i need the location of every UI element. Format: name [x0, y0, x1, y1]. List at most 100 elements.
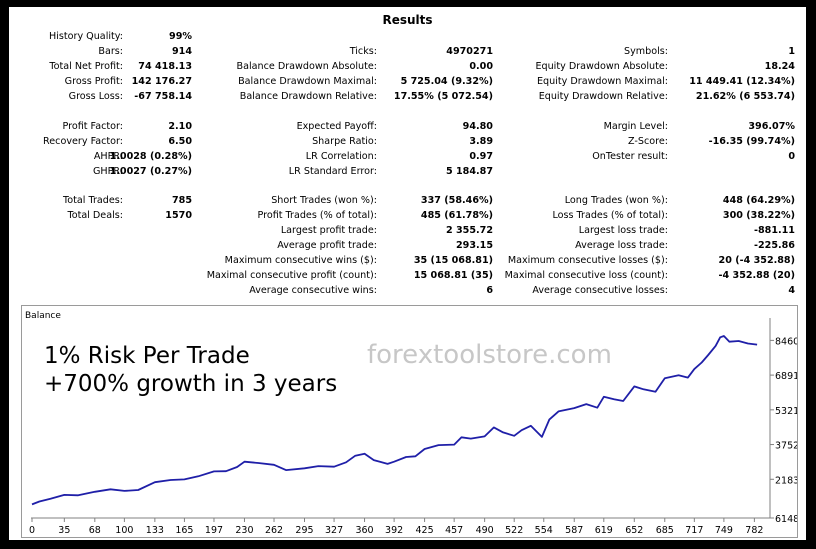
stat-label: Profit Trades (% of total): — [257, 210, 377, 221]
stat-value: 4970271 — [446, 46, 493, 57]
x-tick-label: 100 — [115, 525, 133, 536]
stat-label: Balance Drawdown Absolute: — [236, 61, 377, 72]
x-tick-label: 554 — [535, 525, 553, 536]
stat-value: 35 (15 068.81) — [413, 255, 493, 266]
x-tick-label: 197 — [205, 525, 223, 536]
stat-value: 5 184.87 — [445, 166, 493, 177]
stat-value: 11 449.41 (12.34%) — [689, 76, 795, 87]
x-tick-label: 262 — [265, 525, 283, 536]
stat-label: Z-Score: — [628, 136, 668, 147]
stat-label: LR Correlation: — [305, 151, 377, 162]
x-tick-label: 782 — [745, 525, 763, 536]
stat-label: Margin Level: — [603, 121, 668, 132]
x-tick-label: 522 — [505, 525, 523, 536]
x-tick-label: 457 — [445, 525, 463, 536]
x-tick-label: 360 — [355, 525, 373, 536]
y-tick-label: 6148 — [775, 514, 797, 525]
stat-label: Recovery Factor: — [43, 136, 123, 147]
stat-value: 4 — [788, 285, 795, 296]
stat-label: Average consecutive wins: — [249, 285, 377, 296]
x-tick-label: 133 — [146, 525, 164, 536]
x-tick-label: 327 — [325, 525, 343, 536]
stat-label: Equity Drawdown Absolute: — [535, 61, 668, 72]
stat-value: 0.97 — [469, 151, 493, 162]
stat-label: Balance Drawdown Maximal: — [238, 76, 377, 87]
x-tick-label: 587 — [565, 525, 583, 536]
stat-label: Largest loss trade: — [578, 225, 668, 236]
stat-value: -4 352.88 (20) — [718, 270, 795, 281]
stat-value: 3.89 — [469, 136, 493, 147]
stat-value: 6.50 — [168, 136, 192, 147]
y-tick-label: 84600 — [775, 336, 797, 347]
stat-value: 1570 — [165, 210, 192, 221]
x-tick-label: 490 — [476, 525, 494, 536]
stat-value: 94.80 — [462, 121, 493, 132]
stat-value: 15 068.81 (35) — [413, 270, 493, 281]
stat-value: 18.24 — [764, 61, 795, 72]
stat-value: 1 — [788, 46, 795, 57]
stat-label: Average loss trade: — [575, 240, 668, 251]
stat-value: 0.00 — [469, 61, 493, 72]
x-tick-label: 749 — [715, 525, 733, 536]
x-tick-label: 68 — [89, 525, 101, 536]
stat-label: Average consecutive losses: — [532, 285, 668, 296]
x-tick-label: 0 — [29, 525, 35, 536]
x-tick-label: 392 — [385, 525, 403, 536]
stat-value: 0 — [788, 151, 795, 162]
stat-value: 5 725.04 (9.32%) — [400, 76, 493, 87]
stat-value: 2 355.72 — [445, 225, 493, 236]
stat-value: 300 (38.22%) — [722, 210, 795, 221]
x-tick-label: 35 — [58, 525, 70, 536]
stat-label: Total Trades: — [63, 195, 123, 206]
results-title: Results — [382, 13, 433, 27]
stat-value: 1.0028 (0.28%) — [109, 151, 192, 162]
x-tick-label: 652 — [625, 525, 643, 536]
stat-label: Equity Drawdown Relative: — [538, 91, 668, 102]
stat-label: Loss Trades (% of total): — [552, 210, 668, 221]
stat-label: Balance Drawdown Relative: — [239, 91, 377, 102]
stat-value: 17.55% (5 072.54) — [393, 91, 493, 102]
stat-value: 396.07% — [748, 121, 795, 132]
stat-label: Largest profit trade: — [280, 225, 377, 236]
stat-value: 448 (64.29%) — [722, 195, 795, 206]
x-tick-label: 619 — [595, 525, 613, 536]
balance-chart: Balance 0 35 68 100 133 165 197 230 262 295 327 360 3… — [21, 305, 798, 538]
x-tick-label: 230 — [235, 525, 253, 536]
stat-value: 74 418.13 — [138, 61, 192, 72]
stat-label: Equity Drawdown Maximal: — [536, 76, 668, 87]
balance-chart-svg: Balance 0 35 68 100 133 165 197 230 262 295 327 360 3… — [25, 311, 797, 536]
y-tick-label: 37529 — [775, 441, 797, 452]
stat-label: Long Trades (won %): — [564, 195, 668, 206]
stat-label: AHPR: — [93, 151, 123, 162]
stat-value: 293.15 — [455, 240, 493, 251]
stat-label: Bars: — [98, 46, 123, 57]
stat-label: Maximum consecutive wins ($): — [224, 255, 377, 266]
growth-caption: +700% growth in 3 years — [44, 371, 338, 397]
stat-value: 142 176.27 — [131, 76, 192, 87]
stat-value: 914 — [171, 46, 192, 57]
stat-label: Short Trades (won %): — [271, 195, 377, 206]
y-tick-label: 21839 — [775, 475, 797, 486]
x-tick-label: 425 — [416, 525, 434, 536]
x-tick-label: 717 — [685, 525, 703, 536]
stat-label: Average profit trade: — [277, 240, 377, 251]
stat-label: Total Net Profit: — [49, 61, 123, 72]
results-panel: Results History Quality: 99% Bars: 914 Ticks… — [9, 7, 806, 540]
y-tick-label: 53219 — [775, 406, 797, 417]
stat-label: Gross Profit: — [64, 76, 123, 87]
stat-value: 337 (58.46%) — [420, 195, 493, 206]
stat-label: History Quality: — [49, 31, 123, 42]
watermark-text: forextoolstore.com — [367, 340, 612, 370]
stat-label: Sharpe Ratio: — [312, 136, 377, 147]
stat-label: Maximal consecutive profit (count): — [206, 270, 377, 281]
chart-title: Balance — [25, 311, 61, 321]
stat-label: Maximum consecutive losses ($): — [507, 255, 668, 266]
stat-value: 6 — [486, 285, 493, 296]
stat-value: 485 (61.78%) — [420, 210, 493, 221]
stat-label: Profit Factor: — [62, 121, 123, 132]
stat-value: 1.0027 (0.27%) — [109, 166, 192, 177]
stat-value: -881.11 — [753, 225, 795, 236]
stat-label: Symbols: — [624, 46, 668, 57]
x-tick-label: 295 — [295, 525, 313, 536]
stat-value: 20 (-4 352.88) — [718, 255, 795, 266]
